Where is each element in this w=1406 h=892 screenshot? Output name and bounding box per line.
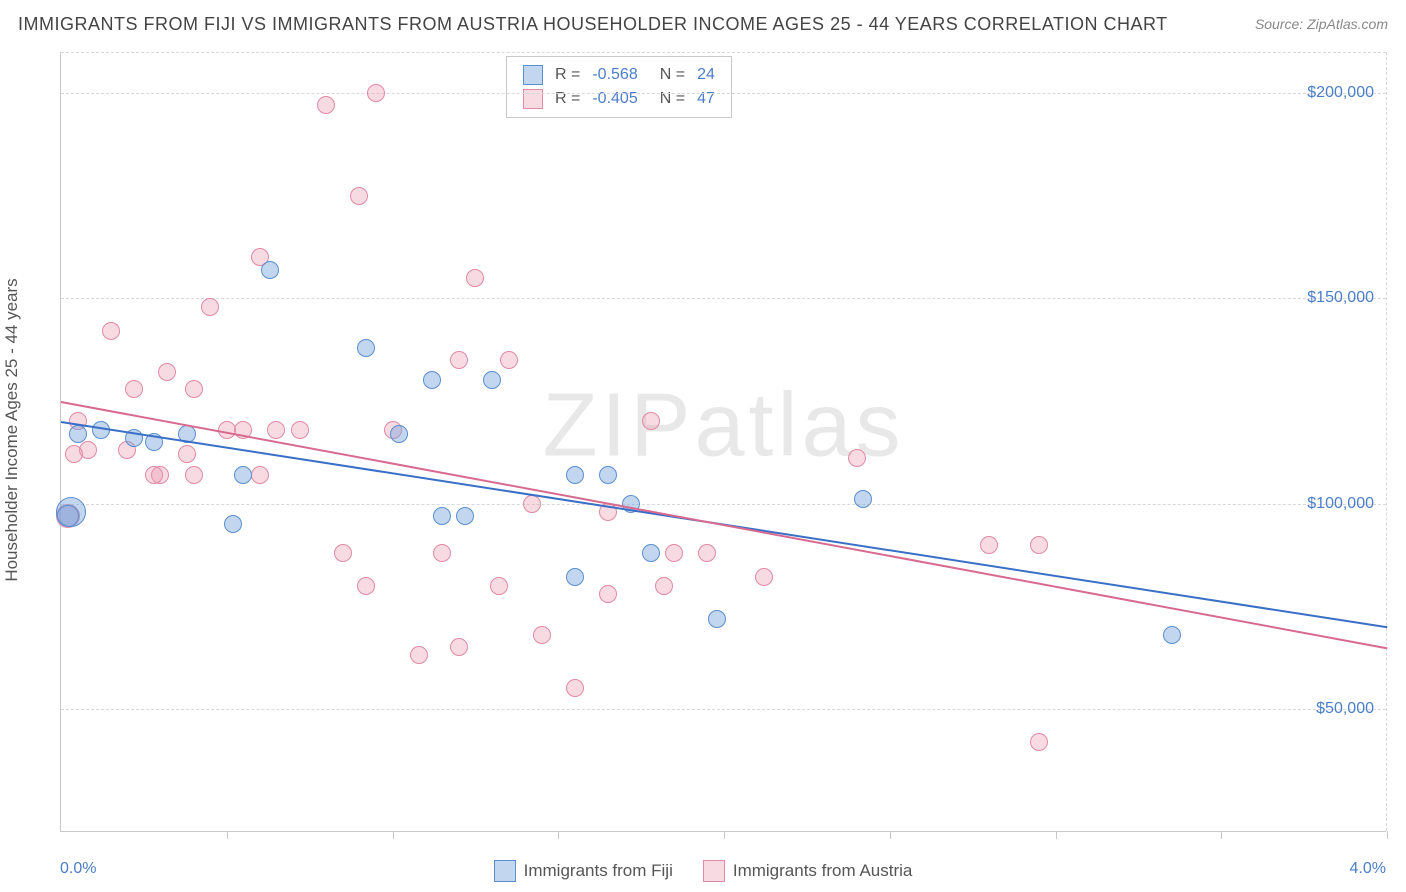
- data-point-austria: [533, 626, 551, 644]
- data-point-austria: [523, 495, 541, 513]
- data-point-fiji: [566, 466, 584, 484]
- scatter-plot: ZIPatlas R = -0.568N = 24R = -0.405N = 4…: [60, 52, 1386, 832]
- data-point-fiji: [566, 568, 584, 586]
- legend-label: Immigrants from Fiji: [524, 861, 673, 881]
- stat-n-value: 24: [697, 66, 715, 84]
- data-point-austria: [698, 544, 716, 562]
- data-point-austria: [450, 351, 468, 369]
- data-point-austria: [980, 536, 998, 554]
- data-point-austria: [357, 577, 375, 595]
- legend-label: Immigrants from Austria: [733, 861, 913, 881]
- series-legend: Immigrants from Fiji Immigrants from Aust…: [0, 860, 1406, 882]
- data-point-austria: [158, 363, 176, 381]
- data-point-austria: [201, 298, 219, 316]
- x-tick: [558, 831, 559, 839]
- gridline-horizontal: [61, 52, 1386, 53]
- chart-title: IMMIGRANTS FROM FIJI VS IMMIGRANTS FROM …: [18, 14, 1168, 34]
- y-axis-title: Householder Income Ages 25 - 44 years: [2, 278, 22, 581]
- data-point-austria: [350, 187, 368, 205]
- data-point-austria: [125, 380, 143, 398]
- data-point-fiji: [224, 515, 242, 533]
- data-point-fiji: [390, 425, 408, 443]
- data-point-fiji: [69, 425, 87, 443]
- data-point-austria: [848, 449, 866, 467]
- data-point-fiji: [57, 505, 79, 527]
- data-point-austria: [367, 84, 385, 102]
- data-point-austria: [267, 421, 285, 439]
- data-point-austria: [1030, 536, 1048, 554]
- data-point-austria: [334, 544, 352, 562]
- gridline-horizontal: [61, 709, 1386, 710]
- data-point-austria: [642, 412, 660, 430]
- y-tick-label: $200,000: [1307, 84, 1374, 102]
- data-point-austria: [102, 322, 120, 340]
- x-tick: [1387, 831, 1388, 839]
- gridline-horizontal: [61, 298, 1386, 299]
- y-tick-label: $50,000: [1316, 700, 1374, 718]
- data-point-austria: [466, 269, 484, 287]
- stat-r-value: -0.568: [592, 66, 637, 84]
- data-point-austria: [433, 544, 451, 562]
- data-point-fiji: [261, 261, 279, 279]
- data-point-austria: [178, 445, 196, 463]
- data-point-fiji: [357, 339, 375, 357]
- x-tick: [890, 831, 891, 839]
- data-point-austria: [655, 577, 673, 595]
- legend-item-fiji: Immigrants from Fiji: [494, 860, 673, 882]
- data-point-fiji: [854, 490, 872, 508]
- data-point-austria: [490, 577, 508, 595]
- data-point-fiji: [456, 507, 474, 525]
- data-point-austria: [145, 466, 163, 484]
- data-point-austria: [317, 96, 335, 114]
- correlation-stats-legend: R = -0.568 N = 24 R = -0.405N = 47: [506, 56, 732, 118]
- gridline-vertical: [1386, 52, 1387, 831]
- x-tick: [227, 831, 228, 839]
- data-point-austria: [1030, 733, 1048, 751]
- data-point-austria: [185, 380, 203, 398]
- x-tick: [393, 831, 394, 839]
- data-point-austria: [291, 421, 309, 439]
- y-tick-label: $150,000: [1307, 289, 1374, 307]
- legend-swatch: [494, 860, 516, 882]
- data-point-austria: [755, 568, 773, 586]
- data-point-austria: [410, 646, 428, 664]
- data-point-fiji: [234, 466, 252, 484]
- data-point-fiji: [483, 371, 501, 389]
- legend-swatch: [703, 860, 725, 882]
- data-point-fiji: [423, 371, 441, 389]
- gridline-horizontal: [61, 504, 1386, 505]
- data-point-austria: [65, 445, 83, 463]
- stats-row-austria: R = -0.405N = 47: [523, 87, 715, 111]
- x-tick: [724, 831, 725, 839]
- data-point-fiji: [708, 610, 726, 628]
- data-point-austria: [500, 351, 518, 369]
- stat-r-label: R =: [555, 66, 580, 84]
- data-point-fiji: [433, 507, 451, 525]
- stats-row-fiji: R = -0.568 N = 24: [523, 63, 715, 87]
- legend-swatch: [523, 89, 543, 109]
- data-point-austria: [450, 638, 468, 656]
- data-point-fiji: [642, 544, 660, 562]
- source-attribution: Source: ZipAtlas.com: [1255, 16, 1388, 32]
- data-point-austria: [566, 679, 584, 697]
- stat-n-label: N =: [660, 66, 685, 84]
- x-tick: [1221, 831, 1222, 839]
- data-point-austria: [185, 466, 203, 484]
- x-tick: [1056, 831, 1057, 839]
- legend-item-austria: Immigrants from Austria: [703, 860, 913, 882]
- data-point-austria: [665, 544, 683, 562]
- data-point-fiji: [1163, 626, 1181, 644]
- y-tick-label: $100,000: [1307, 495, 1374, 513]
- gridline-horizontal: [61, 93, 1386, 94]
- data-point-austria: [251, 466, 269, 484]
- data-point-austria: [599, 585, 617, 603]
- data-point-fiji: [599, 466, 617, 484]
- legend-swatch: [523, 65, 543, 85]
